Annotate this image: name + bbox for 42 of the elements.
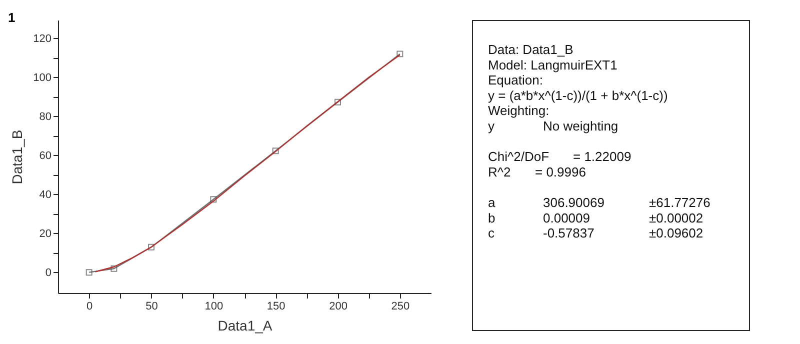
text: -0.57837 — [543, 226, 594, 241]
y-tick-label: 60 — [39, 150, 52, 162]
text: 0.00009 — [543, 210, 590, 226]
text: Equation: — [488, 72, 543, 88]
text: 1 — [8, 10, 16, 25]
y-tick-label: 40 — [39, 188, 52, 201]
text: 306.90069 — [543, 195, 604, 210]
text: R^2 — [488, 164, 511, 180]
x-tick-label: 250 — [391, 300, 410, 312]
point — [86, 269, 92, 276]
point — [210, 196, 217, 203]
y-tick-label: 20 — [39, 228, 52, 240]
text: ±0.09602 — [649, 226, 704, 241]
y-axis-title: Data1_B — [9, 130, 26, 184]
x-tick-label: 50 — [146, 300, 158, 312]
x-tick-label: 150 — [266, 300, 286, 312]
x-tick-label: 0 — [86, 300, 93, 312]
text: b — [488, 210, 496, 226]
text: = 0.9996 — [535, 164, 586, 180]
text: No weighting — [543, 118, 618, 134]
y-tick-label: 100 — [33, 72, 52, 84]
text: Chi^2/DoF — [488, 149, 550, 164]
point — [272, 148, 279, 154]
text: Model: LangmuirEXT1 — [488, 57, 618, 72]
x-tick-label: 100 — [204, 300, 224, 312]
x-axis-title: Data1_A — [218, 318, 273, 334]
point — [110, 265, 118, 272]
text: Weighting: — [488, 103, 550, 118]
text: = 1.22009 — [573, 149, 632, 164]
text: ±0.00002 — [649, 210, 704, 226]
text: ±61.77276 — [649, 195, 710, 210]
point — [396, 50, 404, 58]
text: y — [488, 118, 495, 134]
text: c — [488, 226, 495, 241]
text: y = (a*b*x^(1-c))/(1 + b*x^(1-c)) — [488, 88, 668, 103]
y-tick-label: 0 — [45, 266, 52, 279]
y-tick-label: 120 — [33, 32, 52, 45]
point — [334, 98, 341, 106]
text: Data: Data1_B — [488, 42, 574, 57]
x-tick-label: 200 — [329, 300, 348, 312]
y-tick-label: 80 — [39, 110, 52, 123]
text: a — [488, 195, 496, 210]
